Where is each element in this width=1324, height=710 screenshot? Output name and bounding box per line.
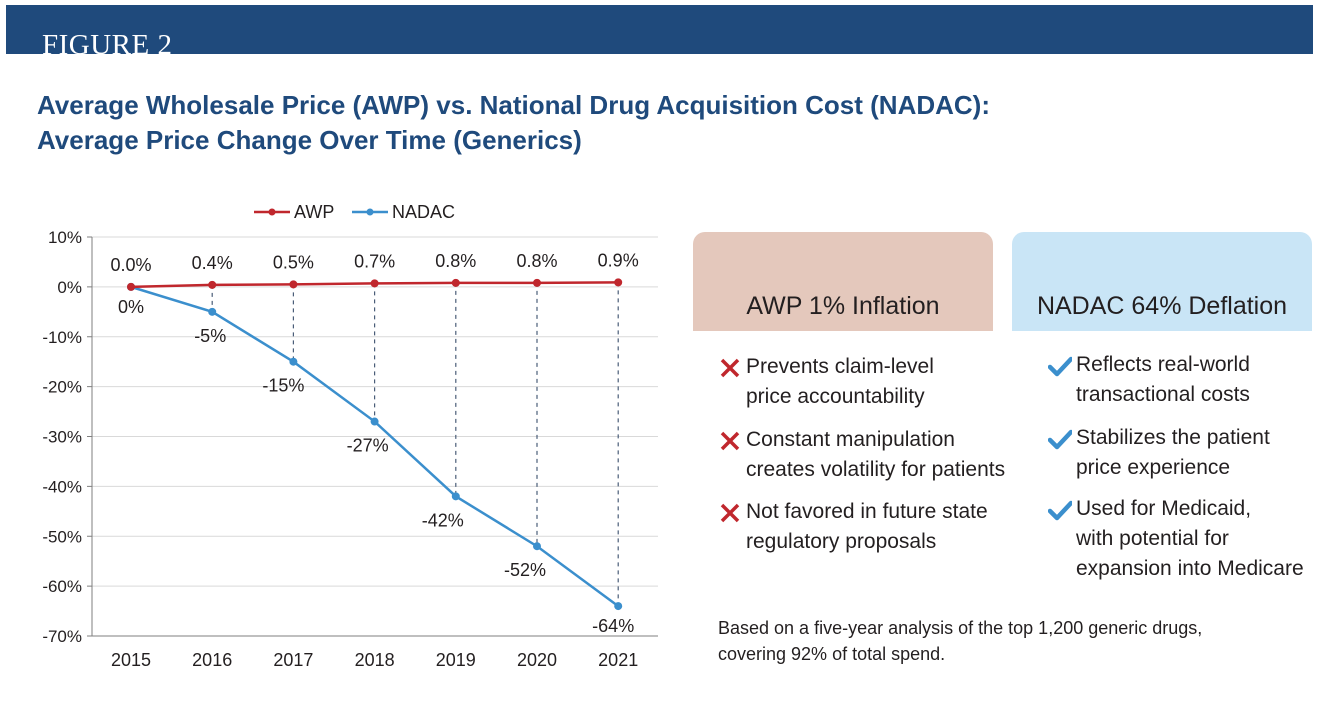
nadac-benefit-item: Reflects real-world transactional costs: [1048, 350, 1250, 410]
awp-data-point: [614, 278, 623, 287]
nadac-data-label: -42%: [422, 510, 464, 530]
awp-data-label: 0.5%: [273, 252, 314, 272]
y-tick-label: -40%: [42, 477, 82, 496]
nadac-benefit-item: Stabilizes the patient price experience: [1048, 423, 1270, 483]
awp-drawback-item: Constant manipulation creates volatility…: [718, 425, 1005, 485]
awp-panel-header: AWP 1% Inflation: [693, 232, 993, 331]
awp-data-label: 0.8%: [516, 251, 557, 271]
figure-label: FIGURE 2: [42, 29, 173, 61]
list-item-text: Reflects real-world transactional costs: [1076, 353, 1250, 406]
awp-data-point: [289, 280, 298, 289]
nadac-data-point: [614, 602, 623, 611]
nadac-benefit-item: Used for Medicaid, with potential for ex…: [1048, 494, 1304, 584]
x-tick-label: 2018: [355, 650, 395, 670]
y-tick-label: -70%: [42, 627, 82, 646]
x-tick-label: 2016: [192, 650, 232, 670]
y-tick-label: -10%: [42, 328, 82, 347]
legend-nadac-marker: [366, 208, 374, 216]
awp-data-point: [370, 279, 379, 288]
nadac-data-point: [533, 542, 541, 551]
chart-title-line-1: Average Wholesale Price (AWP) vs. Nation…: [37, 90, 990, 120]
nadac-data-point: [451, 492, 460, 501]
footnote: Based on a five-year analysis of the top…: [718, 618, 1203, 664]
check-icon: [1048, 356, 1072, 377]
y-tick-label: -60%: [42, 577, 82, 596]
nadac-data-point: [289, 357, 298, 366]
nadac-data-label: -27%: [347, 436, 389, 456]
nadac-data-point: [370, 417, 379, 426]
awp-drawback-item: Not favored in future state regulatory p…: [718, 497, 988, 557]
cross-icon: [720, 358, 740, 378]
nadac-data-label: -15%: [262, 376, 304, 396]
y-tick-label: 0%: [57, 278, 82, 297]
check-icon: [1048, 500, 1072, 521]
awp-data-label: 0.0%: [110, 255, 151, 275]
awp-data-point: [208, 280, 217, 289]
awp-data-point: [533, 278, 541, 287]
list-item-text: Prevents claim-level price accountabilit…: [746, 355, 934, 408]
cross-icon: [720, 431, 740, 451]
list-item-text: Constant manipulation creates volatility…: [746, 428, 1006, 481]
awp-panel-heading: AWP 1% Inflation: [746, 292, 940, 320]
nadac-data-label: 0%: [118, 297, 144, 317]
list-item-text: Not favored in future state regulatory p…: [746, 500, 988, 553]
awp-data-label: 0.7%: [354, 251, 395, 271]
legend-nadac-label: NADAC: [392, 202, 455, 222]
awp-data-point: [451, 278, 460, 287]
nadac-data-label: -64%: [592, 616, 634, 636]
x-tick-label: 2015: [111, 650, 151, 670]
nadac-data-label: -5%: [194, 326, 226, 346]
awp-data-label: 0.8%: [435, 251, 476, 271]
nadac-data-label: -52%: [504, 560, 546, 580]
awp-data-point: [127, 282, 135, 291]
legend-awp-marker: [268, 208, 276, 216]
chart-title-line-2: Average Price Change Over Time (Generics…: [37, 125, 582, 155]
list-item-text: Used for Medicaid, with potential for ex…: [1076, 497, 1304, 580]
nadac-data-point: [208, 307, 217, 316]
awp-data-label: 0.9%: [598, 250, 639, 270]
check-icon: [1048, 429, 1072, 450]
x-tick-label: 2020: [517, 650, 557, 670]
y-tick-label: -30%: [42, 428, 82, 447]
awp-drawback-item: Prevents claim-level price accountabilit…: [718, 352, 934, 412]
y-tick-label: -50%: [42, 527, 82, 546]
x-tick-label: 2017: [273, 650, 313, 670]
chart-title: Average Wholesale Price (AWP) vs. Nation…: [37, 88, 990, 158]
line-chart: 10% 0% -10% -20% -30% -40% -50% -60% -70% 2015 201…: [42, 202, 658, 670]
cross-icon: [720, 503, 740, 523]
nadac-panel-header: NADAC 64% Deflation: [1012, 232, 1312, 331]
awp-data-label: 0.4%: [192, 253, 233, 273]
list-item-text: Stabilizes the patient price experience: [1076, 426, 1270, 479]
y-tick-label: -20%: [42, 378, 82, 397]
x-tick-label: 2021: [598, 650, 638, 670]
y-tick-label: 10%: [48, 228, 82, 247]
legend-awp-label: AWP: [294, 202, 334, 222]
figure-banner: FIGURE 2: [6, 5, 1313, 60]
nadac-panel-heading: NADAC 64% Deflation: [1036, 292, 1288, 320]
x-tick-label: 2019: [436, 650, 476, 670]
